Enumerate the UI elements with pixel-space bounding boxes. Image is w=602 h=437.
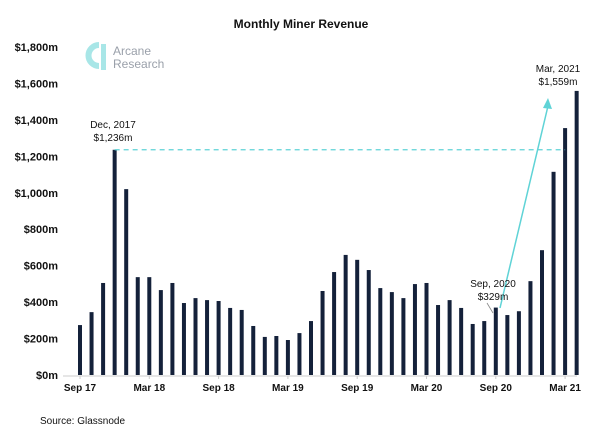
y-tick-label: $0m: [36, 370, 58, 382]
annotation-label: Dec, 2017: [90, 120, 136, 131]
y-tick-label: $1,400m: [15, 115, 59, 127]
arrow-head-icon: [543, 98, 552, 109]
y-tick-label: $800m: [24, 224, 58, 236]
bar: [239, 309, 244, 375]
annotation-label: Mar, 2021: [536, 64, 581, 75]
bar: [170, 282, 175, 375]
y-tick-label: $1,800m: [15, 42, 59, 54]
bar: [112, 149, 117, 375]
bar: [193, 298, 198, 375]
y-tick-label: $1,200m: [15, 151, 59, 163]
y-tick-label: $1,000m: [15, 188, 59, 200]
annotation-value: $1,559m: [539, 77, 578, 88]
bar: [412, 284, 417, 375]
bar: [389, 292, 394, 375]
bar: [332, 272, 337, 375]
bar: [228, 307, 233, 375]
annotation-value: $329m: [478, 292, 509, 303]
bar: [135, 277, 140, 375]
bar: [205, 300, 210, 375]
trend-arrow: [499, 105, 549, 309]
bar: [516, 311, 521, 375]
bar: [505, 315, 510, 375]
logo-bar: [101, 44, 106, 70]
bar: [482, 321, 487, 375]
bar: [147, 277, 152, 375]
bar: [297, 333, 302, 375]
x-tick-label: Sep 17: [64, 383, 97, 394]
x-tick-label: Mar 20: [411, 383, 443, 394]
bar: [528, 281, 533, 375]
annotation-label: Sep, 2020: [470, 279, 516, 290]
x-tick-label: Mar 21: [549, 383, 581, 394]
x-tick-label: Sep 19: [341, 383, 374, 394]
bar: [78, 325, 82, 375]
bar: [89, 312, 94, 375]
bar: [262, 336, 267, 375]
y-tick-label: $600m: [24, 261, 58, 273]
bar: [320, 290, 325, 375]
bar: [158, 290, 163, 375]
x-tick-label: Sep 20: [480, 383, 513, 394]
bar: [401, 298, 406, 375]
bar: [574, 90, 579, 375]
x-tick-label: Mar 19: [272, 383, 304, 394]
x-tick-label: Mar 18: [133, 383, 165, 394]
bar: [251, 325, 256, 375]
bar: [309, 321, 313, 375]
bar: [101, 282, 106, 375]
chart-title: Monthly Miner Revenue: [234, 17, 369, 31]
bar: [274, 336, 279, 375]
bar: [424, 282, 429, 375]
bar: [216, 301, 221, 375]
bar: [459, 307, 464, 375]
y-tick-label: $1,600m: [15, 78, 59, 90]
bar: [366, 270, 371, 375]
bar: [447, 300, 452, 375]
bar: [378, 288, 383, 375]
bar: [355, 259, 360, 375]
bar: [563, 128, 568, 375]
annotation-value: $1,236m: [94, 133, 133, 144]
annotation-leader-line: [486, 302, 494, 314]
logo-line2: Research: [113, 57, 164, 71]
bar: [493, 307, 498, 375]
x-tick-label: Sep 18: [202, 383, 235, 394]
source-note: Source: Glassnode: [40, 416, 125, 427]
logo-icon: [85, 42, 100, 69]
bar: [181, 303, 186, 375]
y-tick-label: $400m: [24, 297, 58, 309]
bar: [470, 323, 475, 375]
logo-line1: Arcane: [113, 44, 151, 58]
bar: [124, 189, 129, 375]
bar: [540, 250, 544, 375]
bar: [343, 254, 348, 375]
bar: [551, 171, 556, 375]
bar: [285, 340, 290, 375]
logo: Arcane Research: [85, 42, 164, 71]
y-tick-label: $200m: [24, 334, 58, 346]
bar: [436, 305, 441, 375]
